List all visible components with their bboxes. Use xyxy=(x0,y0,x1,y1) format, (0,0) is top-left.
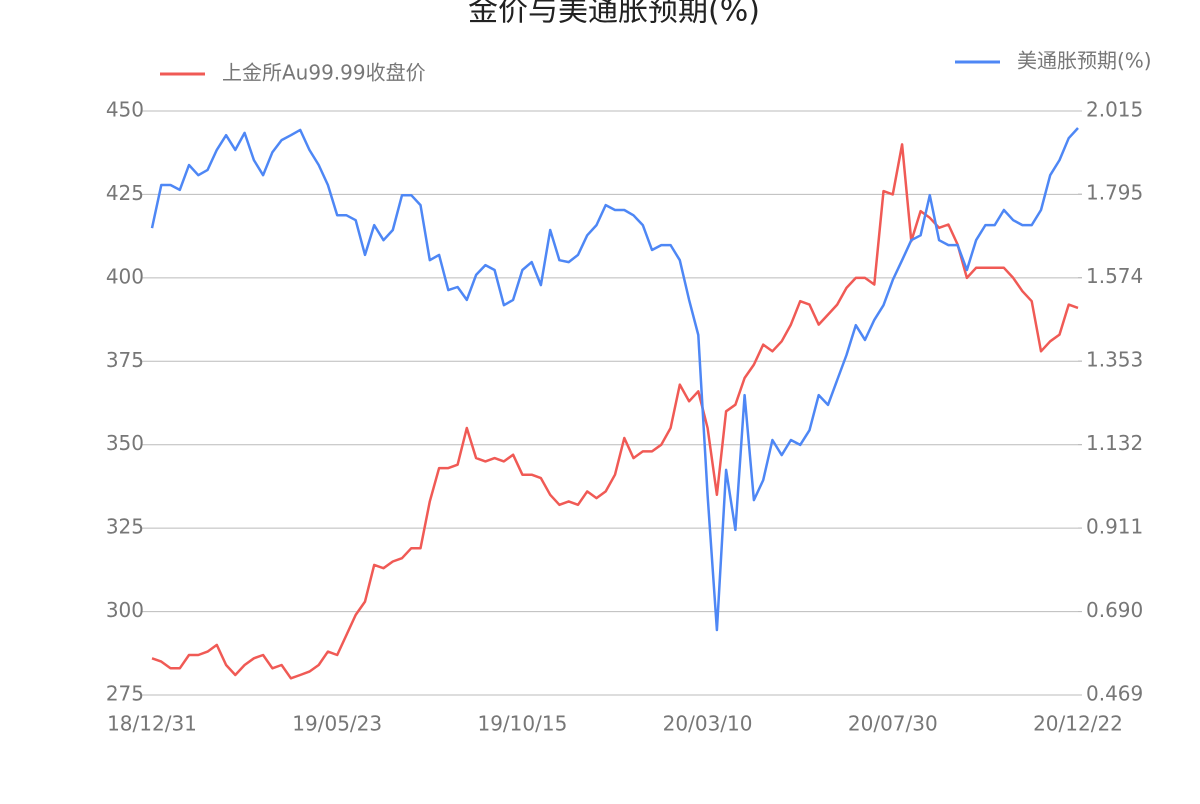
y-tick-label: 425 xyxy=(106,181,144,205)
y2-tick-label: 1.353 xyxy=(1086,348,1143,372)
chart-title: 金价与美通胀预期(%) xyxy=(468,0,760,29)
legend-label: 美通胀预期(%) xyxy=(1017,49,1152,73)
x-tick-label: 18/12/31 xyxy=(107,712,197,736)
x-tick-label: 20/07/30 xyxy=(848,712,938,736)
y2-tick-label: 0.690 xyxy=(1086,598,1143,622)
y2-tick-label: 1.795 xyxy=(1086,181,1143,205)
y2-tick-label: 0.911 xyxy=(1086,515,1143,539)
y-tick-label: 375 xyxy=(106,348,144,372)
y2-tick-label: 2.015 xyxy=(1086,98,1143,122)
x-tick-label: 20/03/10 xyxy=(663,712,753,736)
y2-tick-label: 1.574 xyxy=(1086,264,1143,288)
line-series xyxy=(150,127,1079,632)
x-tick-label: 19/05/23 xyxy=(292,712,382,736)
y-tick-label: 450 xyxy=(106,98,144,122)
legend-label: 上金所Au99.99收盘价 xyxy=(222,61,426,85)
y-tick-label: 350 xyxy=(106,431,144,455)
y2-tick-label: 0.469 xyxy=(1086,682,1143,706)
y2-tick-label: 1.132 xyxy=(1086,431,1143,455)
y-tick-label: 275 xyxy=(106,682,144,706)
y-tick-label: 300 xyxy=(106,598,144,622)
y-tick-label: 325 xyxy=(106,515,144,539)
x-tick-label: 19/10/15 xyxy=(477,712,567,736)
x-tick-label: 20/12/22 xyxy=(1033,712,1123,736)
line-series xyxy=(151,143,1079,680)
y-tick-label: 400 xyxy=(106,264,144,288)
